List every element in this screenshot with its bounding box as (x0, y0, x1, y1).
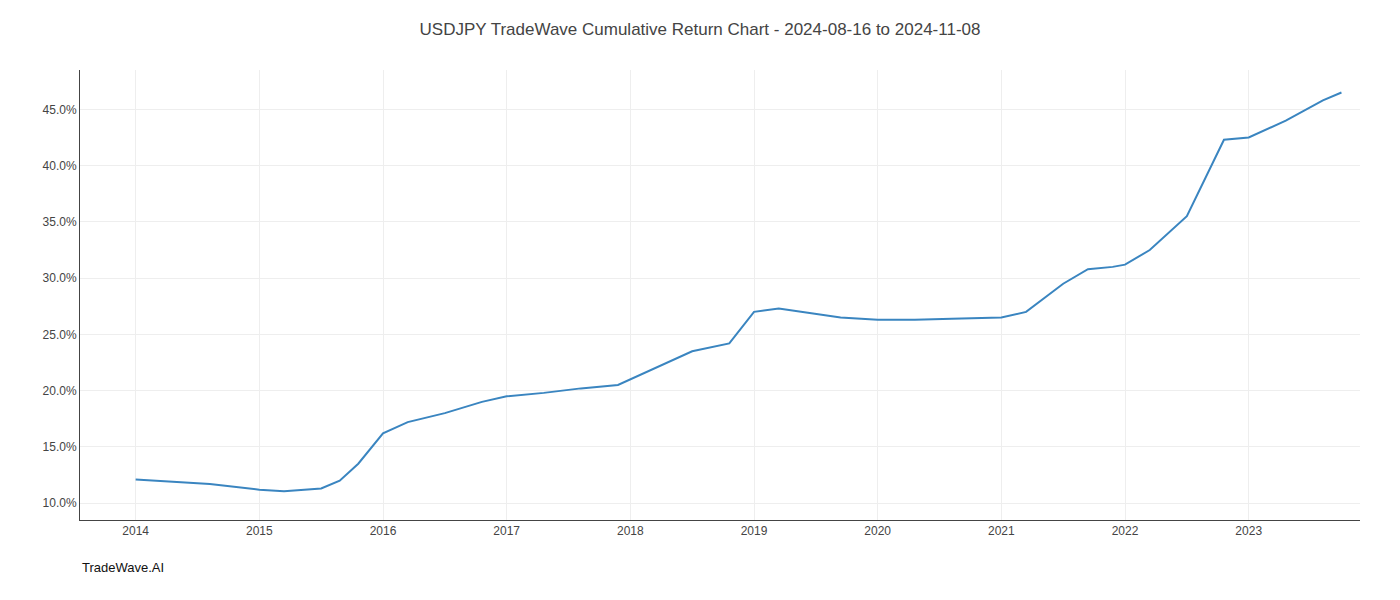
svg-text:TradeWave.AI: TradeWave.AI (82, 560, 164, 575)
svg-text:25.0%: 25.0% (43, 328, 77, 342)
svg-text:2021: 2021 (988, 524, 1015, 538)
svg-text:40.0%: 40.0% (43, 159, 77, 173)
svg-text:2019: 2019 (741, 524, 768, 538)
svg-text:2018: 2018 (617, 524, 644, 538)
svg-text:2020: 2020 (864, 524, 891, 538)
svg-text:45.0%: 45.0% (43, 103, 77, 117)
svg-text:2022: 2022 (1112, 524, 1139, 538)
svg-text:30.0%: 30.0% (43, 271, 77, 285)
svg-text:35.0%: 35.0% (43, 215, 77, 229)
svg-text:USDJPY TradeWave Cumulative Re: USDJPY TradeWave Cumulative Return Chart… (420, 20, 981, 39)
svg-text:2023: 2023 (1235, 524, 1262, 538)
svg-text:2016: 2016 (370, 524, 397, 538)
svg-text:2014: 2014 (122, 524, 149, 538)
svg-text:15.0%: 15.0% (43, 440, 77, 454)
svg-text:20.0%: 20.0% (43, 384, 77, 398)
svg-text:10.0%: 10.0% (43, 496, 77, 510)
svg-text:2015: 2015 (246, 524, 273, 538)
svg-text:2017: 2017 (493, 524, 520, 538)
